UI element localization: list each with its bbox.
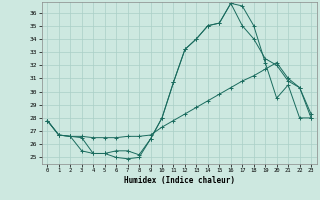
X-axis label: Humidex (Indice chaleur): Humidex (Indice chaleur) (124, 176, 235, 185)
